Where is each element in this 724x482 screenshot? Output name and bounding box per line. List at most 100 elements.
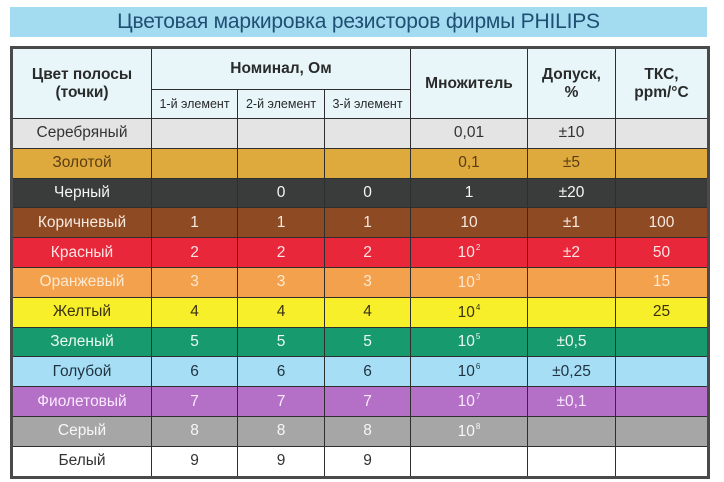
cell-color: Золотой: [11, 147, 152, 179]
table-row-gold: Золотой 0,1 ±5: [11, 147, 709, 179]
cell-element-1: 5: [151, 326, 238, 358]
cell-multiplier: 108: [410, 415, 528, 447]
cell-tks: 50: [615, 237, 709, 268]
table-row-violet: Фиолетовый 7 7 7 107 ±0,1: [11, 386, 709, 417]
cell-element-3: 0: [324, 177, 411, 209]
multiplier-base: 0,1: [458, 154, 480, 172]
multiplier-base: 0,01: [453, 124, 485, 142]
cell-element-2: [237, 118, 325, 149]
cell-color: Голубой: [11, 356, 152, 388]
cell-element-2: 4: [237, 296, 325, 328]
header-element-2: 2-й элемент: [237, 89, 325, 119]
cell-element-2: 7: [237, 386, 325, 417]
multiplier-base: 10: [457, 422, 475, 440]
cell-element-2: 9: [237, 445, 325, 478]
cell-tolerance: ±0,5: [527, 326, 616, 358]
header-color-line1: Цвет полосы: [31, 65, 133, 83]
cell-element-2: [237, 147, 325, 179]
cell-tks: 15: [615, 266, 709, 298]
multiplier-base: 10: [457, 363, 475, 381]
cell-element-2: 1: [237, 207, 325, 239]
cell-tks: 25: [615, 296, 709, 328]
header-element-1: 1-й элемент: [151, 89, 238, 119]
cell-multiplier: 103: [410, 266, 528, 298]
table-row-orange: Оранжевый 3 3 3 103 15: [11, 266, 709, 298]
cell-tks: [615, 177, 709, 209]
cell-element-1: 1: [151, 207, 238, 239]
cell-element-1: 6: [151, 356, 238, 388]
cell-color: Желтый: [11, 296, 152, 328]
multiplier-exponent: 5: [475, 332, 481, 342]
cell-multiplier: 105: [410, 326, 528, 358]
cell-tolerance: ±0,25: [527, 356, 616, 388]
table-row-green: Зеленый 5 5 5 105 ±0,5: [11, 326, 709, 358]
multiplier-base: 10: [457, 273, 475, 291]
cell-tolerance: [527, 445, 616, 478]
cell-element-1: 4: [151, 296, 238, 328]
cell-element-1: 7: [151, 386, 238, 417]
cell-color: Коричневый: [11, 207, 152, 239]
cell-color: Серебряный: [11, 118, 152, 149]
cell-element-2: 3: [237, 266, 325, 298]
cell-element-2: 5: [237, 326, 325, 358]
header-multiplier: Множитель: [410, 47, 528, 119]
cell-tolerance: ±20: [527, 177, 616, 209]
cell-element-3: 3: [324, 266, 411, 298]
multiplier-base: 10: [457, 244, 475, 262]
header-color-line2: (точки): [55, 83, 109, 101]
cell-multiplier: 10: [410, 207, 528, 239]
cell-element-1: 8: [151, 415, 238, 447]
multiplier-exponent: 7: [475, 392, 481, 402]
table-row-black: Черный 0 0 1 ±20: [11, 177, 709, 209]
cell-element-2: 6: [237, 356, 325, 388]
multiplier-exponent: 8: [475, 421, 481, 431]
cell-tolerance: [527, 296, 616, 328]
cell-element-3: [324, 147, 411, 179]
multiplier-exponent: 3: [475, 272, 481, 282]
cell-tolerance: ±0,1: [527, 386, 616, 417]
table-row-red: Красный 2 2 2 102 ±2 50: [11, 237, 709, 268]
cell-element-3: 7: [324, 386, 411, 417]
cell-element-1: 9: [151, 445, 238, 478]
header-tks-line2: ppm/°C: [634, 83, 689, 101]
header-tolerance-line2: %: [564, 83, 579, 101]
multiplier-exponent: 2: [475, 243, 481, 253]
header-tolerance-line1: Допуск,: [542, 65, 601, 83]
cell-multiplier: 102: [410, 237, 528, 268]
cell-tolerance: [527, 266, 616, 298]
cell-color: Зеленый: [11, 326, 152, 358]
cell-multiplier: 0,1: [410, 147, 528, 179]
cell-tolerance: [527, 415, 616, 447]
cell-element-1: 3: [151, 266, 238, 298]
cell-multiplier: [410, 445, 528, 478]
cell-element-3: 9: [324, 445, 411, 478]
table-row-brown: Коричневый 1 1 1 10 ±1 100: [11, 207, 709, 239]
cell-tolerance: ±5: [527, 147, 616, 179]
multiplier-exponent: 4: [475, 302, 481, 312]
cell-element-3: 6: [324, 356, 411, 388]
cell-color: Белый: [11, 445, 152, 478]
page-title: Цветовая маркировка резисторов фирмы PHI…: [117, 10, 600, 33]
table-row-white: Белый 9 9 9: [11, 445, 709, 478]
cell-color: Фиолетовый: [11, 386, 152, 417]
cell-element-3: 1: [324, 207, 411, 239]
header-tks-line1: ТКС,: [644, 65, 679, 83]
multiplier-base: 10: [457, 303, 475, 321]
cell-element-1: [151, 147, 238, 179]
cell-multiplier: 1: [410, 177, 528, 209]
cell-tks: [615, 118, 709, 149]
cell-element-3: 5: [324, 326, 411, 358]
multiplier-base: 10: [457, 333, 475, 351]
title-banner: Цветовая маркировка резисторов фирмы PHI…: [10, 7, 707, 37]
cell-color: Серый: [11, 415, 152, 447]
cell-tks: 100: [615, 207, 709, 239]
cell-element-3: 8: [324, 415, 411, 447]
cell-element-2: 2: [237, 237, 325, 268]
table-row-blue: Голубой 6 6 6 106 ±0,25: [11, 356, 709, 388]
cell-element-2: 0: [237, 177, 325, 209]
table-row-silver: Серебряный 0,01 ±10: [11, 118, 709, 149]
cell-tolerance: ±1: [527, 207, 616, 239]
cell-tks: [615, 326, 709, 358]
cell-multiplier: 104: [410, 296, 528, 328]
cell-tks: [615, 356, 709, 388]
